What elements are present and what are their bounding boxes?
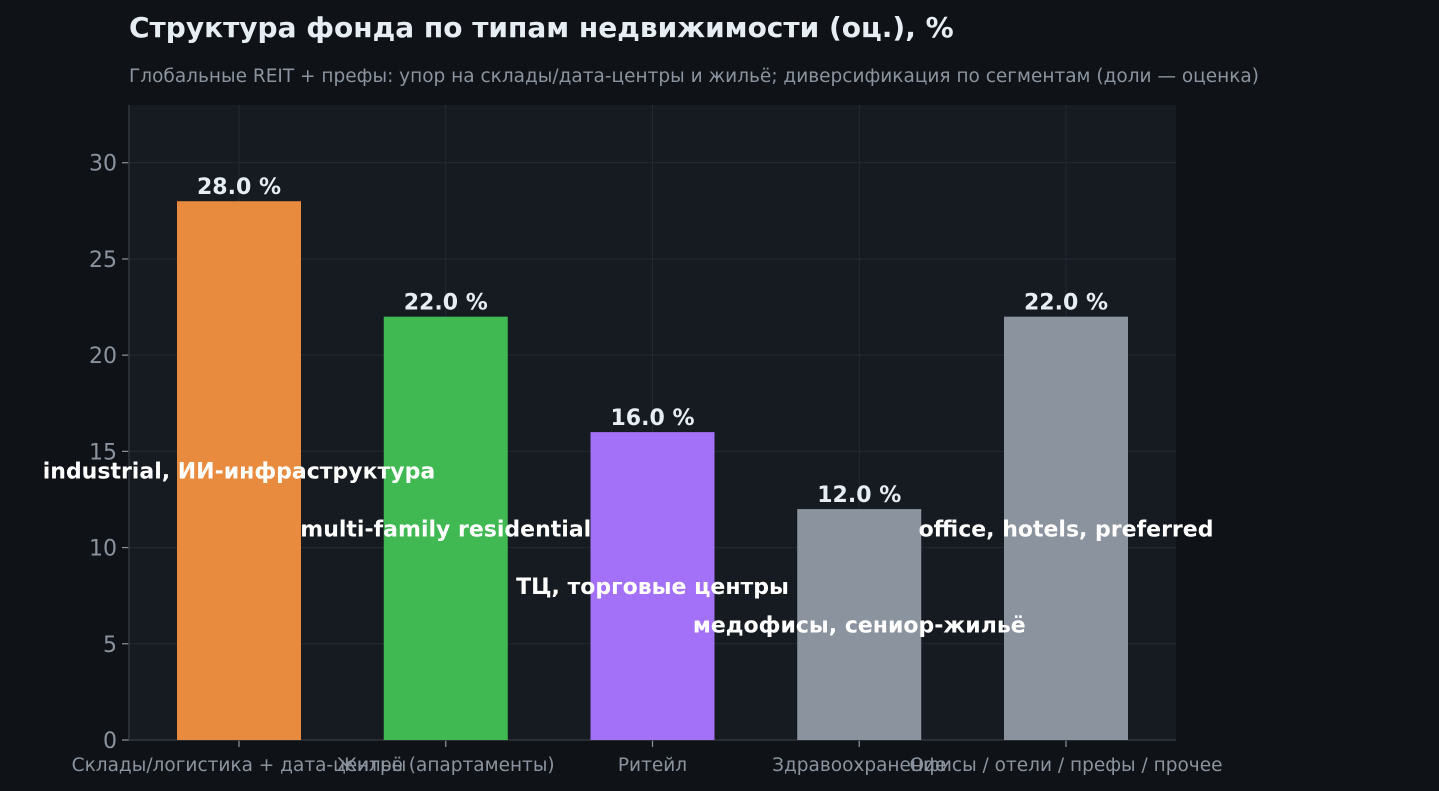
x-category-label: Ритейл xyxy=(618,755,687,776)
bar-value-label: 22.0 % xyxy=(1024,291,1108,316)
y-tick-label: 5 xyxy=(103,633,117,658)
bar-annotation: office, hotels, preferred xyxy=(919,517,1214,542)
y-tick-label: 25 xyxy=(89,248,117,273)
x-category-label: Склады/логистика + дата-центры xyxy=(72,755,407,776)
y-tick-label: 15 xyxy=(89,440,117,465)
y-tick-label: 20 xyxy=(89,344,117,369)
bar-annotation: медофисы, сениор-жильё xyxy=(693,614,1026,639)
bar xyxy=(383,316,508,740)
x-category-label: Жильё (апартаменты) xyxy=(337,755,555,776)
bar-value-label: 28.0 % xyxy=(197,175,281,200)
labels: 0 5 10 15 20 25 30 28.0 % Склады/логистика + дат… xyxy=(43,152,1223,776)
bar-value-label: 22.0 % xyxy=(404,291,488,316)
bar xyxy=(797,509,922,740)
x-category-label: Офисы / отели / префы / прочее xyxy=(910,755,1223,776)
chart-title: Структура фонда по типам недвижимости (о… xyxy=(129,11,954,44)
bar-annotation: industrial, ИИ-инфраструктура xyxy=(43,460,436,485)
bar-value-label: 16.0 % xyxy=(611,406,695,431)
y-tick-label: 10 xyxy=(89,537,117,562)
y-tick-label: 30 xyxy=(89,152,117,177)
bar-annotation: multi-family residential xyxy=(300,517,591,542)
bars xyxy=(177,201,1128,740)
x-category-label: Здравоохранение xyxy=(772,755,946,776)
bar-annotation: ТЦ, торговые центры xyxy=(516,575,789,600)
chart-subtitle: Глобальные REIT + префы: упор на склады/… xyxy=(129,66,1259,87)
bar xyxy=(1004,316,1128,740)
bar xyxy=(177,201,301,740)
bar-value-label: 12.0 % xyxy=(817,483,901,508)
bar xyxy=(590,432,715,740)
y-tick-label: 0 xyxy=(103,729,117,754)
